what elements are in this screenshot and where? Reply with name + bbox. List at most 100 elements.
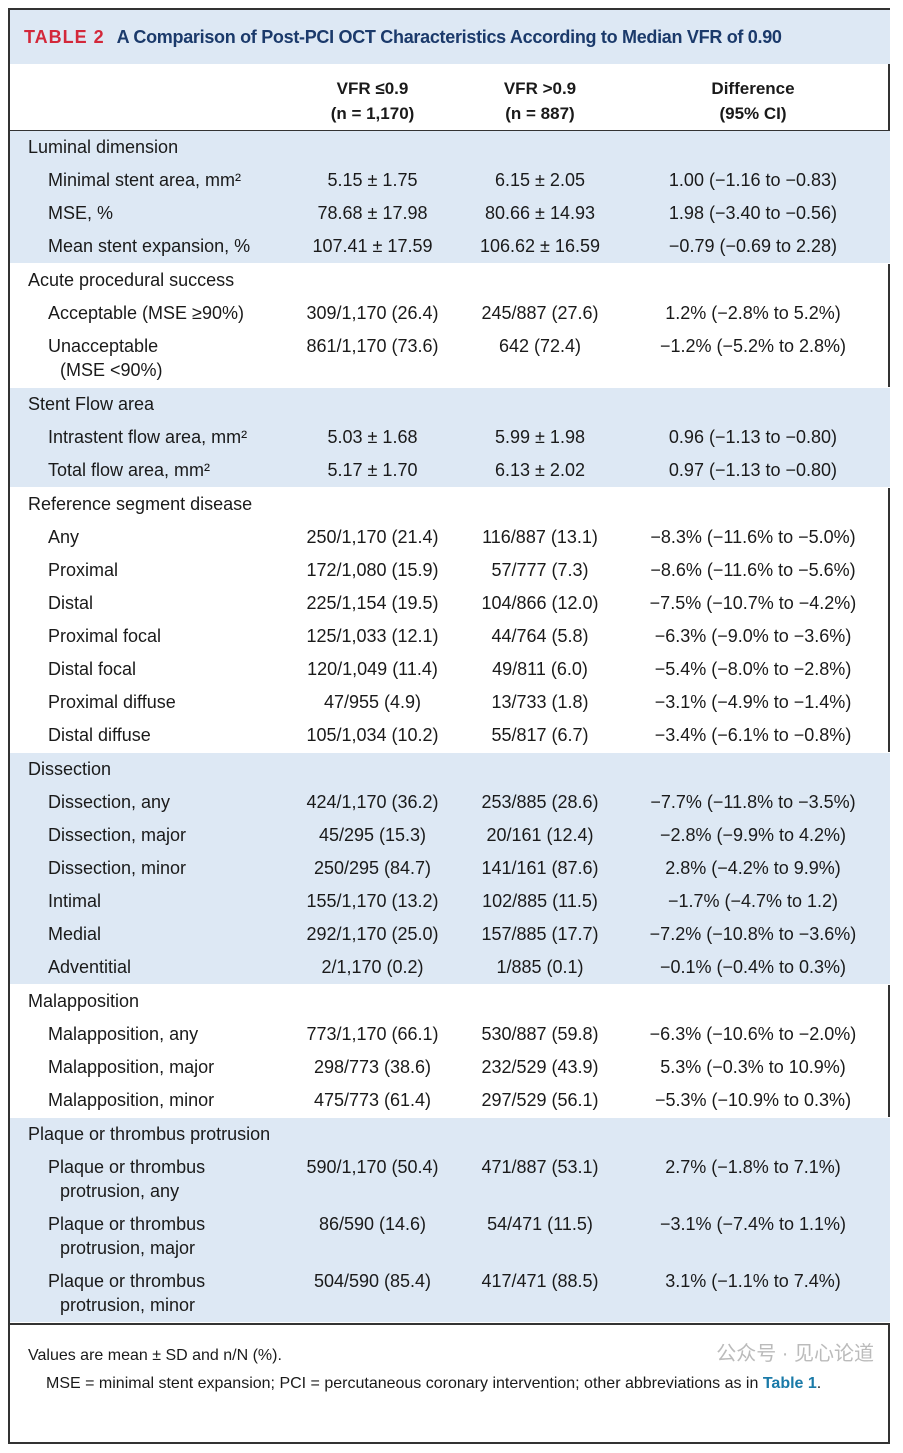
cell-vfr-low: 292/1,170 (25.0) (306, 924, 439, 944)
row-label: Any (48, 527, 80, 547)
row-label: Total flow area, mm² (48, 460, 211, 480)
watermark: 公众号 · 见心论道 (716, 1343, 874, 1365)
cell-vfr-low: 5.03 ± 1.68 (327, 427, 418, 447)
table-section: Luminal dimension Minimal stent area, mm²… (10, 131, 890, 264)
table-row: Medial 292/1,170 (25.0) 157/885 (17.7) −7.2… (10, 918, 890, 951)
cell-difference: 1.2% (−2.8% to 5.2%) (665, 303, 841, 323)
row-label: Intrastent flow area, mm² (48, 427, 248, 447)
cell-vfr-high: 253/885 (28.6) (481, 792, 599, 812)
table-row: Dissection, any 424/1,170 (36.2) 253/885 (… (10, 786, 890, 819)
section-header: Dissection (28, 759, 112, 779)
cell-difference: −0.1% (−0.4% to 0.3%) (659, 957, 847, 977)
row-label: Malapposition, any (48, 1024, 199, 1044)
cell-difference: −0.79 (−0.69 to 2.28) (668, 236, 838, 256)
row-label: Distal focal (48, 659, 137, 679)
table-row: Proximal diffuse 47/955 (4.9) 13/733 (1.8)… (10, 686, 890, 719)
table-row: Dissection, minor 250/295 (84.7) 141/161 (… (10, 852, 890, 885)
cell-vfr-high: 49/811 (6.0) (492, 659, 588, 679)
cell-vfr-low: 504/590 (85.4) (313, 1271, 432, 1291)
column-header-vfr-low: VFR ≤0.9 (n = 1,170) (330, 79, 415, 123)
table-row: Plaque or thrombus protrusion, minor 504/5… (10, 1265, 890, 1322)
table-footnote: 公众号 · 见心论道 Values are mean ± SD and n/N … (10, 1323, 890, 1405)
cell-vfr-low: 155/1,170 (13.2) (306, 891, 439, 911)
table-main: Luminal dimension Minimal stent area, mm²… (10, 131, 890, 1405)
cell-vfr-high: 157/885 (17.7) (481, 924, 599, 944)
cell-vfr-low: 5.15 ± 1.75 (327, 170, 418, 190)
table-section: Acute procedural success Acceptable (MSE … (10, 264, 890, 388)
cell-vfr-high: 13/733 (1.8) (491, 692, 589, 712)
cell-vfr-high: 102/885 (11.5) (482, 891, 598, 911)
cell-difference: 0.96 (−1.13 to −0.80) (668, 427, 838, 447)
cell-vfr-high: 245/887 (27.6) (481, 303, 599, 323)
cell-vfr-high: 642 (72.4) (498, 336, 582, 356)
cell-vfr-low: 78.68 ± 17.98 (317, 203, 428, 223)
row-label: Intimal (48, 891, 102, 911)
cell-difference: −1.2% (−5.2% to 2.8%) (659, 336, 847, 356)
row-label: Distal diffuse (48, 725, 151, 745)
cell-difference: −1.7% (−4.7% to 1.2) (667, 891, 839, 911)
row-label: Distal (48, 593, 94, 613)
table-row: Mean stent expansion, % 107.41 ± 17.59 106… (10, 230, 890, 263)
cell-vfr-low: 107.41 ± 17.59 (312, 236, 433, 256)
row-label: Proximal diffuse (48, 692, 176, 712)
row-label: Dissection, minor (48, 858, 187, 878)
cell-vfr-high: 57/777 (7.3) (491, 560, 589, 580)
cell-vfr-low: 250/295 (84.7) (313, 858, 432, 878)
row-label: Mean stent expansion, % (48, 236, 251, 256)
cell-difference: −3.4% (−6.1% to −0.8%) (654, 725, 852, 745)
cell-vfr-high: 116/887 (13.1) (482, 527, 598, 547)
cell-vfr-low: 250/1,170 (21.4) (306, 527, 439, 547)
cell-vfr-low: 172/1,080 (15.9) (306, 560, 439, 580)
cell-difference: −7.2% (−10.8% to −3.6%) (649, 924, 857, 944)
table-frame (8, 8, 890, 1444)
table-section: Reference segment disease Any 250/1,170 (2… (10, 488, 890, 753)
section-header: Reference segment disease (28, 494, 253, 514)
table-row: Plaque or thrombus protrusion, major 86/59… (10, 1208, 890, 1265)
footnote-line-2: MSE = minimal stent expansion; PCI = per… (46, 1375, 822, 1392)
table-row: Malapposition, any 773/1,170 (66.1) 530/88… (10, 1018, 890, 1051)
table-row: Adventitial 2/1,170 (0.2) 1/885 (0.1) −0.1%… (10, 951, 890, 984)
cell-vfr-high: 297/529 (56.1) (481, 1090, 599, 1110)
cell-difference: −7.5% (−10.7% to −4.2%) (649, 593, 857, 613)
cell-vfr-low: 298/773 (38.6) (313, 1057, 432, 1077)
table-row: Proximal focal 125/1,033 (12.1) 44/764 (5.… (10, 620, 890, 653)
cell-difference: −2.8% (−9.9% to 4.2%) (659, 825, 847, 845)
table-title: TABLE 2 A Comparison of Post-PCI OCT Cha… (10, 8, 890, 64)
cell-difference: −6.3% (−9.0% to −3.6%) (654, 626, 852, 646)
row-label: Proximal (48, 560, 119, 580)
table-row: Intrastent flow area, mm² 5.03 ± 1.68 5.99… (10, 421, 890, 454)
cell-vfr-low: 309/1,170 (26.4) (306, 303, 439, 323)
cell-vfr-high: 20/161 (12.4) (486, 825, 594, 845)
row-label: Plaque or thrombus protrusion, minor (48, 1271, 206, 1315)
section-header: Malapposition (28, 991, 140, 1011)
table-row: Distal diffuse 105/1,034 (10.2) 55/817 (6.… (10, 719, 890, 752)
table-section: Plaque or thrombus protrusion Plaque or t… (10, 1118, 890, 1323)
cell-vfr-high: 417/471 (88.5) (481, 1271, 599, 1291)
section-header: Acute procedural success (28, 270, 235, 290)
row-label: Plaque or thrombus protrusion, any (48, 1157, 206, 1201)
cell-vfr-high: 471/887 (53.1) (481, 1157, 599, 1177)
cell-vfr-high: 55/817 (6.7) (491, 725, 589, 745)
row-label: Minimal stent area, mm² (48, 170, 242, 190)
table-row: MSE, % 78.68 ± 17.98 80.66 ± 14.93 1.98 (−3… (10, 197, 890, 230)
table-title-text: A Comparison of Post-PCI OCT Characteris… (116, 26, 782, 47)
cell-difference: −5.3% (−10.9% to 0.3%) (654, 1090, 852, 1110)
column-headers: VFR ≤0.9 (n = 1,170) VFR >0.9 (n = 887) Di… (10, 64, 890, 132)
row-label: Plaque or thrombus protrusion, major (48, 1214, 206, 1258)
column-header-difference: Difference (95% CI) (711, 79, 795, 123)
row-label: Adventitial (48, 957, 132, 977)
table-1-link[interactable]: Table 1 (762, 1375, 817, 1392)
cell-vfr-low: 86/590 (14.6) (318, 1214, 427, 1234)
cell-vfr-low: 105/1,034 (10.2) (306, 725, 439, 745)
cell-difference: −3.1% (−7.4% to 1.1%) (659, 1214, 847, 1234)
cell-difference: 3.1% (−1.1% to 7.4%) (665, 1271, 841, 1291)
cell-difference: −8.6% (−11.6% to −5.6%) (650, 560, 856, 580)
section-header: Plaque or thrombus protrusion (28, 1124, 271, 1144)
cell-vfr-high: 5.99 ± 1.98 (495, 427, 585, 447)
cell-vfr-high: 6.15 ± 2.05 (495, 170, 585, 190)
table-row: Distal focal 120/1,049 (11.4) 49/811 (6.0)… (10, 653, 890, 686)
section-header: Luminal dimension (28, 137, 179, 157)
table-section: Stent Flow area Intrastent flow area, mm²… (10, 388, 890, 488)
cell-vfr-high: 106.62 ± 16.59 (480, 236, 600, 256)
cell-vfr-high: 232/529 (43.9) (481, 1057, 599, 1077)
